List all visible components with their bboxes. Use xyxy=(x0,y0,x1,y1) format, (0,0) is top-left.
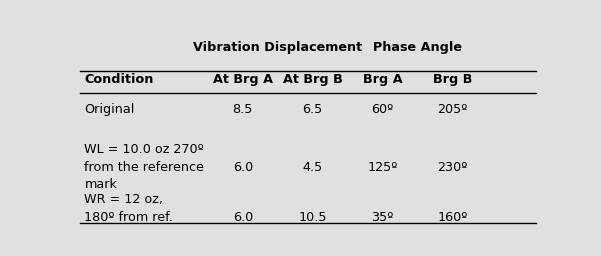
Text: 125º: 125º xyxy=(367,161,398,174)
Text: 160º: 160º xyxy=(437,211,468,224)
Text: At Brg A: At Brg A xyxy=(213,72,273,86)
Text: 6.0: 6.0 xyxy=(233,161,253,174)
Text: Brg A: Brg A xyxy=(363,72,402,86)
Text: WR = 12 oz,
180º from ref.: WR = 12 oz, 180º from ref. xyxy=(84,193,173,224)
Text: Original: Original xyxy=(84,103,135,116)
Text: 205º: 205º xyxy=(437,103,468,116)
Text: Condition: Condition xyxy=(84,72,154,86)
Text: Brg B: Brg B xyxy=(433,72,472,86)
Text: 6.0: 6.0 xyxy=(233,211,253,224)
Text: 4.5: 4.5 xyxy=(302,161,323,174)
Text: 6.5: 6.5 xyxy=(302,103,323,116)
Text: 230º: 230º xyxy=(437,161,468,174)
Text: WL = 10.0 oz 270º
from the reference
mark: WL = 10.0 oz 270º from the reference mar… xyxy=(84,143,204,191)
Text: 10.5: 10.5 xyxy=(299,211,327,224)
Text: At Brg B: At Brg B xyxy=(283,72,343,86)
Text: 8.5: 8.5 xyxy=(233,103,253,116)
Text: 35º: 35º xyxy=(371,211,394,224)
Text: 60º: 60º xyxy=(371,103,394,116)
Text: Phase Angle: Phase Angle xyxy=(373,41,462,54)
Text: Vibration Displacement: Vibration Displacement xyxy=(193,41,362,54)
